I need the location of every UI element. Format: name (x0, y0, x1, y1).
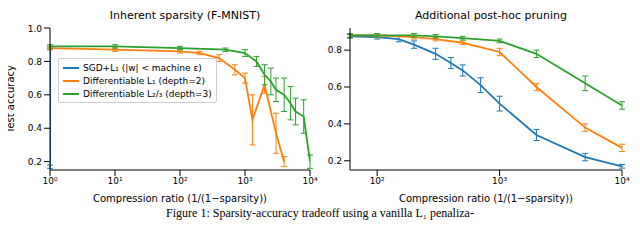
svg-text:1.0: 1.0 (28, 24, 43, 34)
html-text:Differentiable L₁ (depth=2): Differentiable L₁ (depth=2) (83, 75, 205, 86)
svg-text:0.6: 0.6 (28, 90, 43, 100)
svg-text:10³: 10³ (237, 176, 252, 186)
html-text:SGD+L₁ (|w| < machine ε): SGD+L₁ (|w| < machine ε) (83, 62, 202, 73)
svg-text:10⁴: 10⁴ (614, 176, 629, 186)
html-text:Figure 1: Sparsity-accuracy tr: Figure 1: Sparsity-accuracy tradeoff usi… (166, 206, 474, 220)
svg-text:10¹: 10¹ (107, 176, 122, 186)
svg-text:Compression ratio (1/(1−sparsi: Compression ratio (1/(1−sparsity)) (399, 193, 573, 204)
html-text:Inherent sparsity (F-MNIST): Inherent sparsity (F-MNIST) (109, 9, 261, 22)
svg-text:10⁰: 10⁰ (42, 176, 57, 186)
svg-text:0.4: 0.4 (28, 123, 43, 133)
svg-text:10⁴: 10⁴ (302, 176, 317, 186)
svg-text:0.8: 0.8 (328, 45, 343, 55)
svg-text:0.6: 0.6 (328, 82, 343, 92)
svg-text:10²: 10² (370, 176, 385, 186)
svg-text:10³: 10³ (492, 176, 507, 186)
html-text:Differentiable L₂/₃ (depth=3): Differentiable L₂/₃ (depth=3) (83, 88, 212, 99)
svg-text:Compression ratio (1/(1−sparsi: Compression ratio (1/(1−sparsity)) (93, 193, 267, 204)
svg-text:0.4: 0.4 (328, 119, 343, 129)
svg-text:0.2: 0.2 (328, 156, 342, 166)
svg-text:0.8: 0.8 (28, 57, 43, 67)
svg-text:10²: 10² (172, 176, 187, 186)
svg-text:0.2: 0.2 (28, 157, 42, 167)
svg-text:Test accuracy: Test accuracy (8, 65, 16, 134)
html-text:Additional post-hoc pruning: Additional post-hoc pruning (414, 9, 568, 22)
